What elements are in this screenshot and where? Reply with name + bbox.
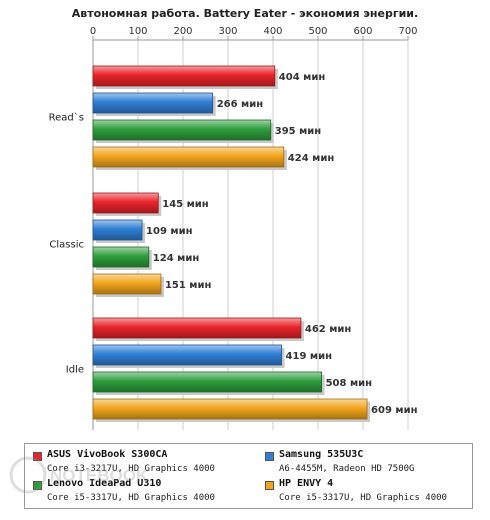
chart-title: Автономная работа. Battery Eater - эконо… [72, 7, 418, 20]
x-tick-label: 300 [218, 26, 237, 37]
value-label: 266 мин [217, 99, 264, 110]
legend-swatch-hp [265, 481, 274, 490]
x-tick-label: 700 [398, 26, 417, 37]
x-tick-label: 0 [90, 26, 96, 37]
legend-name: Lenovo IdeaPad U310 [47, 478, 162, 489]
legend-name: HP ENVY 4 [279, 478, 334, 489]
legend-description: Core i5-3317U, HD Graphics 4000 [47, 493, 215, 503]
legend-description: A6-4455M, Radeon HD 7500G [279, 464, 415, 474]
value-label: 419 мин [286, 351, 333, 362]
value-label: 124 мин [153, 253, 200, 264]
value-label: 404 мин [279, 72, 326, 83]
value-label: 462 мин [305, 324, 352, 335]
value-label: 145 мин [162, 199, 209, 210]
value-label: 508 мин [326, 378, 373, 389]
legend-item-samsung: Samsung 535U3C A6-4455M, Radeon HD 7500G [265, 449, 480, 479]
bar [92, 146, 285, 168]
legend: ASUS VivoBook S300CA Core i3-3217U, HD G… [24, 443, 473, 509]
bar [92, 246, 150, 268]
bars [92, 65, 371, 422]
bar [92, 219, 143, 241]
value-label: 151 мин [165, 280, 212, 291]
bar-chart: Автономная работа. Battery Eater - эконо… [49, 7, 418, 430]
x-tick-label: 400 [263, 26, 282, 37]
legend-swatch-asus [33, 452, 42, 461]
value-label: 424 мин [288, 153, 335, 164]
legend-description: Core i5-3317U, HD Graphics 4000 [279, 493, 447, 503]
legend-swatch-lenovo [33, 481, 42, 490]
bar [92, 273, 162, 295]
bar [92, 119, 272, 141]
legend-item-asus: ASUS VivoBook S300CA Core i3-3217U, HD G… [33, 449, 248, 479]
legend-item-hp: HP ENVY 4 Core i5-3317U, HD Graphics 400… [265, 478, 480, 508]
legend-description: Core i3-3217U, HD Graphics 4000 [47, 464, 215, 474]
legend-swatch-samsung [265, 452, 274, 461]
legend-name: ASUS VivoBook S300CA [47, 449, 168, 460]
x-tick-label: 200 [173, 26, 192, 37]
value-label: 395 мин [275, 126, 322, 137]
x-tick-label: 100 [128, 26, 147, 37]
x-tick-label: 600 [353, 26, 372, 37]
category-label: Read`s [49, 112, 84, 124]
bar [92, 317, 302, 339]
bar [92, 344, 282, 366]
bar [92, 398, 368, 420]
value-label: 109 мин [146, 226, 193, 237]
value-labels: 404 мин 266 мин 395 мин 424 мин 145 мин 109 м… [146, 72, 418, 416]
bar [92, 371, 323, 393]
legend-name: Samsung 535U3C [279, 449, 364, 460]
bar [92, 192, 159, 214]
bar [92, 92, 214, 114]
category-label: Idle [66, 365, 84, 376]
value-label: 609 мин [371, 405, 418, 416]
bar [92, 65, 276, 87]
category-labels: Read`s Classic Idle [49, 112, 84, 376]
legend-item-lenovo: Lenovo IdeaPad U310 Core i5-3317U, HD Gr… [33, 478, 248, 508]
x-tick-label: 500 [308, 26, 327, 37]
category-label: Classic [49, 240, 84, 251]
